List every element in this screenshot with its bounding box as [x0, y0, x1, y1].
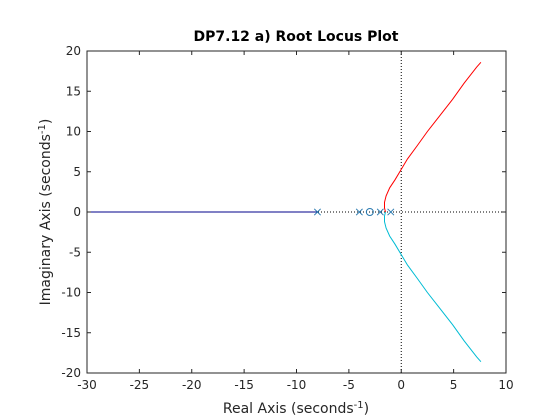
x-axis-label: Real Axis (seconds-1) [223, 400, 369, 418]
y-axis-label-sup: -1 [37, 124, 48, 134]
locus-branch-2 [384, 61, 482, 213]
y-tick-label: 15 [66, 84, 81, 98]
y-tick-label: -15 [61, 326, 81, 340]
x-tick-label: -20 [182, 378, 202, 392]
x-axis-ticks: -30 -25 -20 -15 -10 -5 0 5 10 [77, 51, 514, 392]
y-axis-label-close: ) [38, 119, 54, 124]
x-tick-label: -15 [234, 378, 254, 392]
x-axis-label-sup: -1 [354, 400, 364, 411]
locus-series [87, 61, 482, 363]
pole-marker-1 [313, 208, 322, 216]
y-tick-label: 10 [66, 125, 81, 139]
x-tick-label: 0 [397, 378, 405, 392]
x-axis-label-text: Real Axis (seconds [223, 401, 354, 417]
y-axis-label-text: Imaginary Axis (seconds [38, 134, 54, 305]
y-tick-label: -10 [61, 286, 81, 300]
chart-title: DP7.12 a) Root Locus Plot [194, 29, 399, 45]
zero-marker-1 [365, 208, 374, 216]
x-tick-label: 10 [498, 378, 513, 392]
y-tick-label: 0 [73, 205, 81, 219]
pole-marker-4 [387, 208, 395, 216]
x-tick-label: -30 [77, 378, 97, 392]
pole-marker-2 [355, 208, 363, 216]
y-tick-label: 5 [73, 165, 81, 179]
pole-marker-3 [376, 208, 384, 216]
x-tick-label: -10 [287, 378, 307, 392]
pole-zero-markers [313, 208, 395, 216]
y-axis-ticks: -20 -15 -10 -5 0 5 10 15 20 [61, 44, 506, 380]
x-tick-label: -5 [343, 378, 355, 392]
x-axis-label-close: ) [364, 401, 369, 417]
y-axis-label: Imaginary Axis (seconds-1) [37, 119, 55, 306]
x-tick-label: 5 [450, 378, 458, 392]
y-tick-label: 20 [66, 44, 81, 58]
y-tick-label: -20 [61, 366, 81, 380]
y-tick-label: -5 [69, 245, 81, 259]
x-tick-label: -25 [130, 378, 150, 392]
locus-branch-3 [384, 211, 482, 363]
